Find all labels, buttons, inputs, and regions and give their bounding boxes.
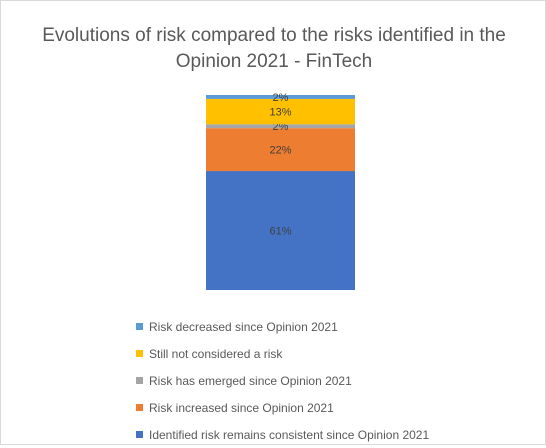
data-label-risk-decreased-since-opinion-2021: 2% [273, 92, 289, 104]
legend-label: Still not considered a risk [149, 346, 283, 361]
chart-legend: Risk decreased since Opinion 2021 Still n… [136, 313, 429, 448]
bar-segment-risk-increased-since-opinion-2021 [206, 128, 355, 172]
legend-item-identified-risk-remains-consistent-since-opinion-2021: Identified risk remains consistent since… [136, 421, 429, 448]
legend-swatch [136, 323, 143, 330]
data-label-risk-increased-since-opinion-2021: 22% [269, 145, 291, 157]
bar-segment-risk-has-emerged-since-opinion-2021 [206, 124, 355, 129]
data-label-identified-risk-remains-consistent-since-opinion-2021: 61% [269, 226, 291, 238]
data-label-still-not-considered-a-risk: 13% [269, 107, 291, 119]
legend-item-risk-increased-since-opinion-2021: Risk increased since Opinion 2021 [136, 394, 429, 421]
bar-segment-identified-risk-remains-consistent-since-opinion-2021 [206, 171, 355, 290]
legend-swatch [136, 377, 143, 384]
legend-item-risk-has-emerged-since-opinion-2021: Risk has emerged since Opinion 2021 [136, 367, 429, 394]
bar-segment-risk-decreased-since-opinion-2021 [206, 95, 355, 99]
legend-swatch [136, 431, 143, 438]
legend-label: Risk decreased since Opinion 2021 [149, 319, 338, 334]
legend-label: Risk increased since Opinion 2021 [149, 400, 334, 415]
legend-item-still-not-considered-a-risk: Still not considered a risk [136, 340, 429, 367]
legend-label: Risk has emerged since Opinion 2021 [149, 373, 352, 388]
legend-swatch [136, 404, 143, 411]
bar-segment-still-not-considered-a-risk [206, 98, 355, 125]
legend-swatch [136, 350, 143, 357]
chart-title: Evolutions of risk compared to the risks… [42, 25, 506, 72]
legend-label: Identified risk remains consistent since… [149, 427, 430, 442]
legend-item-risk-decreased-since-opinion-2021: Risk decreased since Opinion 2021 [136, 313, 429, 340]
